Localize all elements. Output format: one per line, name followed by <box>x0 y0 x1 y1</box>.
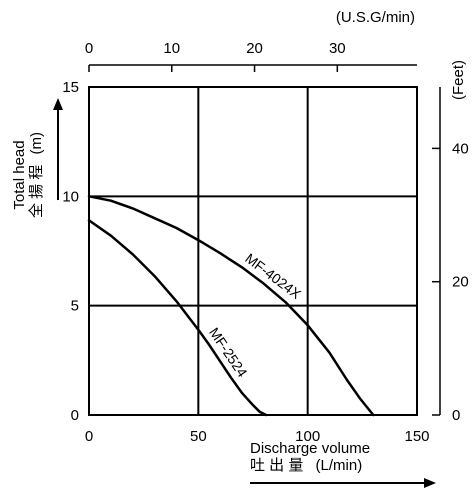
x-tick-label: 50 <box>190 428 207 445</box>
series-line-mf-2524 <box>87 219 268 417</box>
x-axis-label: Discharge volume <box>250 440 370 457</box>
svg-text:吐 出 量 (L/min): 吐 出 量 (L/min) <box>250 457 362 474</box>
top-tick-label: 10 <box>163 40 180 57</box>
right-tick-label: 40 <box>452 140 469 157</box>
x-axis-label-jp: 吐 出 量 <box>250 457 303 474</box>
grid <box>89 87 417 415</box>
y-axis-label-jp: 全 揚 程 <box>27 165 45 218</box>
top-tick-label: 20 <box>246 40 263 57</box>
x-tick-label: 0 <box>85 428 93 445</box>
y-axis-arrow-head <box>53 98 63 110</box>
series-label-mf-4024x: MF-4024X <box>242 250 304 302</box>
svg-text:全 揚 程 (m): 全 揚 程 (m) <box>27 132 45 218</box>
right-tick-label: 0 <box>452 407 460 424</box>
top-tick-label: 30 <box>329 40 346 57</box>
x-tick-label: 100 <box>295 428 320 445</box>
x-axis-unit: (L/min) <box>316 457 363 474</box>
right-tick-label: 20 <box>452 274 469 291</box>
x-axis-arrow-head <box>424 478 436 488</box>
y-tick-label: 5 <box>71 298 79 315</box>
plot-frame <box>88 86 418 416</box>
y-axis-label: Total head <box>11 140 28 209</box>
right-axis-unit: (Feet) <box>450 60 467 100</box>
y-tick-label: 10 <box>62 188 79 205</box>
y-axis-label-jp-group: 全 揚 程 (m) <box>27 132 45 218</box>
x-tick-label: 150 <box>404 428 429 445</box>
top-tick-label: 0 <box>85 40 93 57</box>
y-tick-label: 0 <box>71 407 79 424</box>
y-tick-label: 15 <box>62 79 79 96</box>
top-axis-unit: (U.S.G/min) <box>336 9 415 26</box>
y-axis-unit: (m) <box>28 132 45 155</box>
series-line-mf-4024x <box>87 195 375 417</box>
